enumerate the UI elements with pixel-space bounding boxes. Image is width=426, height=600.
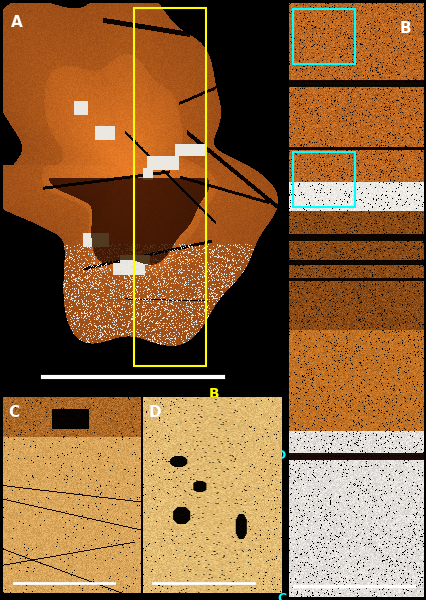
Text: C: C — [276, 592, 285, 600]
Bar — [293, 151, 355, 206]
Bar — [134, 8, 206, 365]
Text: B: B — [399, 21, 410, 36]
Text: A: A — [12, 14, 23, 29]
Text: B: B — [208, 387, 219, 401]
Text: D: D — [148, 405, 161, 420]
Text: D: D — [275, 449, 285, 462]
Bar — [293, 8, 355, 64]
Text: C: C — [9, 405, 20, 420]
